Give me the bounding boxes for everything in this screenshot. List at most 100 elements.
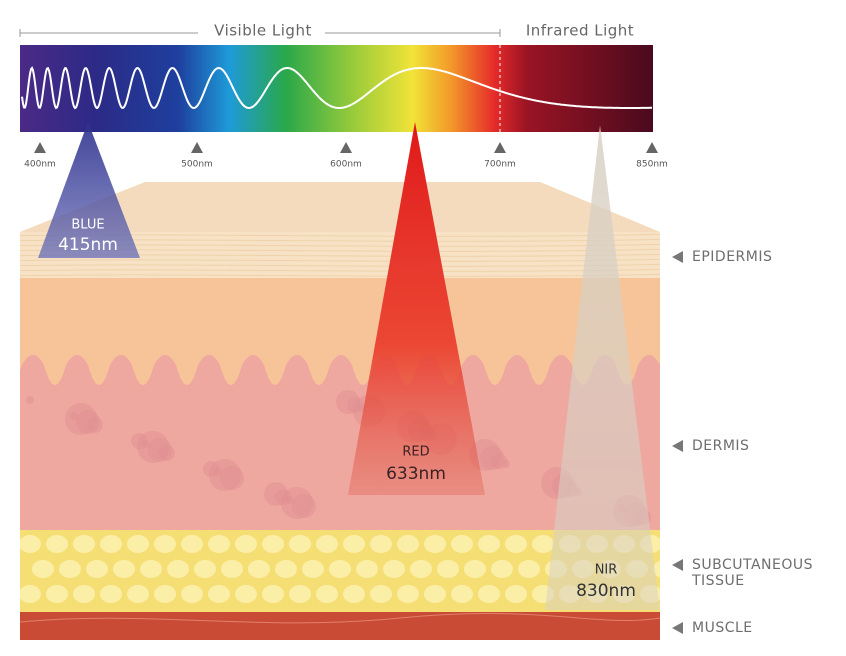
epidermis-line — [20, 263, 660, 267]
fat-cell — [46, 535, 68, 553]
layer-label: EPIDERMIS — [692, 249, 772, 265]
fat-cell — [262, 585, 284, 603]
fat-cell — [356, 560, 378, 578]
fat-cell — [424, 535, 446, 553]
layer-label: TISSUE — [691, 573, 745, 589]
fat-cell — [505, 585, 527, 603]
tick-label: 700nm — [484, 160, 516, 170]
fat-cell — [410, 560, 432, 578]
fat-cell — [316, 585, 338, 603]
tick-marker — [494, 142, 506, 153]
spot — [209, 459, 241, 491]
fat-cells — [20, 535, 660, 603]
fat-cell — [397, 535, 419, 553]
fat-cell — [181, 585, 203, 603]
label-arrow — [672, 440, 683, 452]
fat-cell — [289, 585, 311, 603]
nir-beam — [545, 125, 660, 610]
epidermis-line — [20, 273, 660, 277]
spot — [480, 446, 504, 470]
fat-cell — [32, 560, 54, 578]
spot — [26, 396, 34, 404]
fat-cell — [343, 535, 365, 553]
fat-cell — [46, 585, 68, 603]
fat-cell — [73, 585, 95, 603]
spectrum-bar — [20, 45, 653, 132]
epidermis-line — [20, 268, 660, 272]
fat-cell — [289, 535, 311, 553]
label-arrow — [672, 622, 683, 634]
spot — [502, 460, 510, 468]
wave — [21, 66, 652, 110]
spot — [491, 453, 507, 469]
beam-wavelength: 633nm — [386, 464, 446, 484]
fat-cell — [370, 535, 392, 553]
fat-cell — [478, 535, 500, 553]
spot — [336, 390, 360, 414]
fat-cell — [316, 535, 338, 553]
header: Visible Light Infrared Light — [19, 22, 634, 40]
fat-cell — [491, 560, 513, 578]
label-arrow — [672, 559, 683, 571]
fat-cell — [235, 535, 257, 553]
spot — [220, 466, 244, 490]
fat-cell — [140, 560, 162, 578]
visible-label: Visible Light — [214, 22, 312, 40]
tick-marker — [191, 142, 203, 153]
fat-cell — [343, 585, 365, 603]
red-beam — [348, 122, 485, 495]
fat-cell — [424, 585, 446, 603]
fat-cell — [275, 560, 297, 578]
fat-cell — [235, 585, 257, 603]
tick-label: 850nm — [636, 160, 668, 170]
layer-label: SUBCUTANEOUS — [692, 557, 813, 573]
fat-cell — [100, 585, 122, 603]
fat-cell — [113, 560, 135, 578]
fat-cell — [86, 560, 108, 578]
fat-cell — [262, 535, 284, 553]
skin-top — [20, 182, 660, 232]
fat-cell — [181, 535, 203, 553]
spot — [76, 410, 100, 434]
spot — [275, 489, 291, 505]
tick-group: 400nm 500nm 600nm 700nm 850nm — [24, 142, 668, 170]
spot — [137, 431, 169, 463]
fat-cell — [329, 560, 351, 578]
tick-marker — [646, 142, 658, 153]
beam-wavelength: 830nm — [576, 581, 636, 601]
spot — [131, 433, 147, 449]
spot — [264, 482, 288, 506]
epidermis-line — [20, 258, 660, 262]
fat-cell — [154, 585, 176, 603]
fat-cell — [20, 585, 41, 603]
tick-label: 400nm — [24, 160, 56, 170]
fat-cell — [194, 560, 216, 578]
spot — [70, 412, 78, 420]
fat-cell — [653, 560, 660, 578]
fat-cell — [100, 535, 122, 553]
fat-cell — [208, 535, 230, 553]
fat-cell — [397, 585, 419, 603]
fat-cell — [464, 560, 486, 578]
fat-cell — [437, 560, 459, 578]
spot — [347, 397, 363, 413]
fat-cell — [154, 535, 176, 553]
tick-label: 500nm — [181, 160, 213, 170]
fat-cell — [127, 585, 149, 603]
beam-name: RED — [402, 445, 429, 460]
spot — [214, 468, 222, 476]
spot — [142, 440, 150, 448]
beam-name: NIR — [595, 563, 618, 578]
fat-cell — [73, 535, 95, 553]
tick-marker — [34, 142, 46, 153]
fat-cell — [221, 560, 243, 578]
fat-cell — [518, 560, 540, 578]
fat-cell — [451, 535, 473, 553]
spot — [65, 403, 97, 435]
muscle-fiber — [20, 612, 660, 624]
layer-label: DERMIS — [692, 438, 749, 454]
spot — [286, 496, 294, 504]
spot — [203, 461, 219, 477]
fat-cell — [127, 535, 149, 553]
